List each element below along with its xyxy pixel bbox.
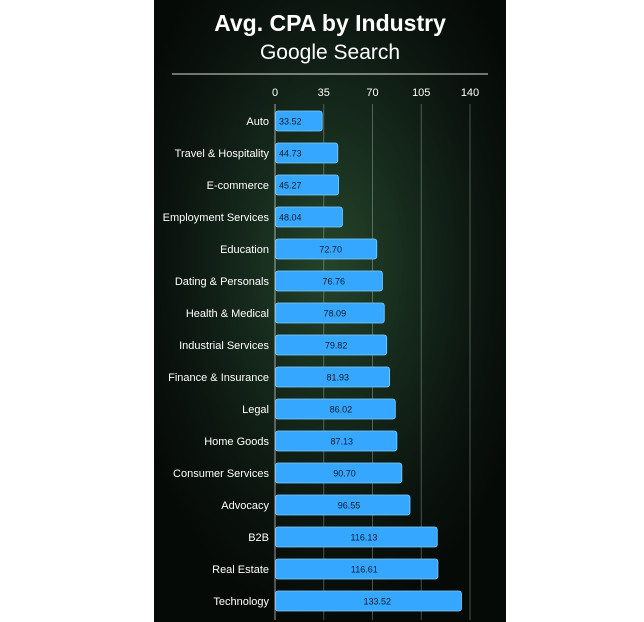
bar [275,526,438,548]
bar [275,366,391,388]
bars [275,110,462,612]
bar-value-label: 133.52 [364,597,392,607]
bar [275,174,339,196]
category-label: Legal [242,404,269,416]
x-tick-label: 105 [412,87,430,99]
bar-value-label: 90.70 [333,469,356,479]
bar-value-label: 86.02 [330,405,353,415]
category-label: Real Estate [212,564,269,576]
bar-value-label: 116.13 [351,533,378,543]
category-label: E-commerce [207,180,269,192]
bar-value-label: 45.27 [279,181,302,191]
bar [275,238,378,260]
category-label: Dating & Personals [175,276,270,288]
bar [275,494,411,516]
category-label: Finance & Insurance [168,372,269,384]
bar-value-label: 116.61 [351,565,378,575]
category-label: Employment Services [163,212,270,224]
bar [275,430,398,452]
x-tick-label: 0 [272,87,278,99]
bar-value-label: 33.52 [279,117,302,127]
bar [275,206,343,228]
category-label: Industrial Services [179,340,269,352]
bar-value-label: 76.76 [323,277,346,287]
bar [275,142,339,164]
bar [275,398,396,420]
bar-value-label: 78.09 [324,309,347,319]
bar-value-label: 81.93 [326,373,349,383]
chart-subtitle: Google Search [260,41,400,64]
category-labels: Auto Travel & Hospitality E-commerce Employ… [163,116,270,608]
bar [275,270,383,292]
category-label: Travel & Hospitality [175,148,270,160]
chart-title: Avg. CPA by Industry [214,10,446,36]
bar-value-label: 79.82 [325,341,348,351]
bar [275,558,439,580]
bar [275,302,385,324]
x-tick-label: 35 [318,87,330,99]
category-label: Consumer Services [173,468,269,480]
x-axis-ticks: 0 35 70 105 140 [272,87,479,99]
bar-value-label: 72.70 [319,245,342,255]
category-label: Health & Medical [186,308,269,320]
bar-value-label: 87.13 [330,437,353,447]
value-labels: 33.52 44.73 45.27 48.04 72.70 76.76 78.09 79.82… [279,117,391,607]
x-tick-label: 140 [461,87,479,99]
category-label: B2B [248,532,269,544]
category-label: Home Goods [204,436,269,448]
bar-chart: Avg. CPA by Industry Google Search 0 35 70… [163,10,488,620]
category-label: Technology [213,596,269,608]
category-label: Advocacy [221,500,269,512]
chart-panel: Avg. CPA by Industry Google Search 0 35 70… [154,0,506,622]
bar-value-label: 44.73 [279,149,302,159]
bar [275,590,462,612]
bar [275,110,323,132]
bar [275,334,388,356]
x-tick-label: 70 [366,87,378,99]
bar-value-label: 48.04 [279,213,302,223]
category-label: Education [220,244,269,256]
bar [275,462,403,484]
category-label: Auto [246,116,269,128]
bar-value-label: 96.55 [338,501,361,511]
